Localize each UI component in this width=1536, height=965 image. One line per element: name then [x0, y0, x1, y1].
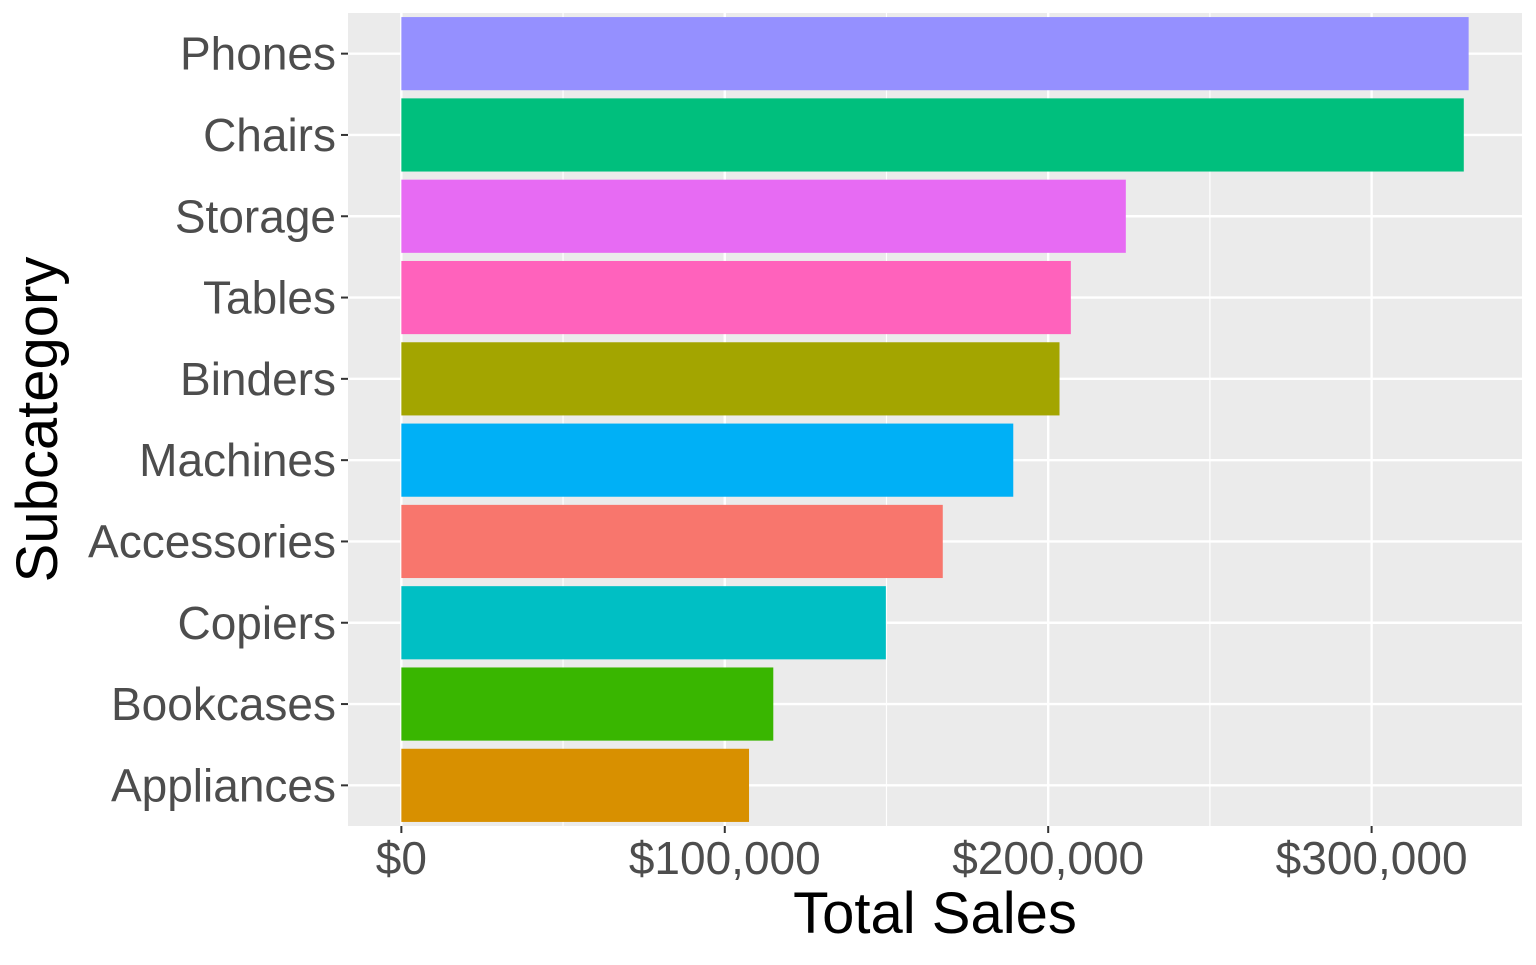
- bar-chairs: [401, 98, 1464, 172]
- x-axis-title: Total Sales: [793, 881, 1077, 946]
- y-tick-label: Phones: [180, 28, 336, 80]
- bar-appliances: [401, 748, 750, 822]
- bar-tables: [401, 260, 1071, 335]
- x-axis: $0 $100,000 $200,000 $300,000: [376, 826, 1468, 884]
- bar-bookcases: [401, 667, 774, 741]
- y-tick-label: Accessories: [88, 515, 336, 567]
- y-tick-label: Chairs: [203, 109, 336, 161]
- bar-storage: [401, 179, 1126, 253]
- x-tick-label: $300,000: [1276, 832, 1468, 884]
- bar-binders: [401, 342, 1060, 416]
- bars: [401, 17, 1469, 822]
- y-tick-label: Machines: [139, 434, 336, 486]
- y-axis: Phones Chairs Storage Tables Binders Machines…: [88, 28, 348, 811]
- y-tick-label: Storage: [175, 190, 336, 242]
- y-axis-title: Subcategory: [5, 257, 70, 583]
- y-tick-label: Copiers: [177, 597, 336, 649]
- y-tick-label: Bookcases: [111, 678, 336, 730]
- bar-phones: [401, 17, 1469, 91]
- x-tick-label: $100,000: [629, 832, 821, 884]
- x-tick-label: $0: [376, 832, 427, 884]
- bar-accessories: [401, 504, 943, 579]
- x-tick-label: $200,000: [952, 832, 1144, 884]
- y-tick-label: Binders: [180, 353, 336, 405]
- y-tick-label: Tables: [203, 272, 336, 324]
- bar-copiers: [401, 586, 886, 660]
- bar-machines: [401, 423, 1014, 497]
- y-tick-label: Appliances: [111, 759, 336, 811]
